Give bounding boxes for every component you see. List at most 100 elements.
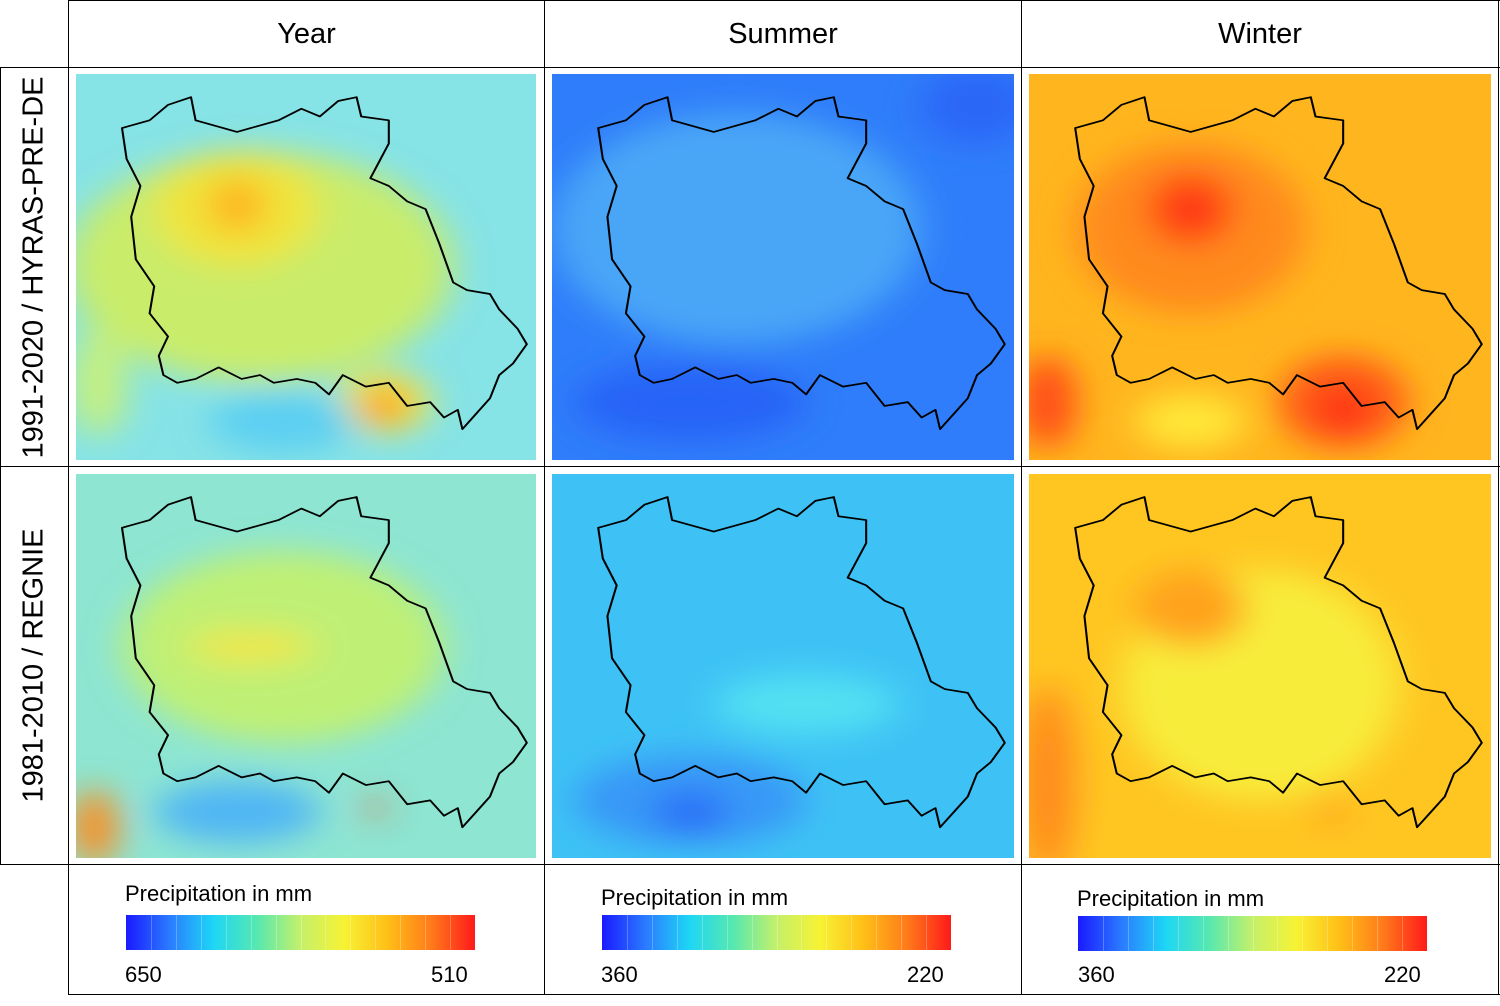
- berlin-boundary: [1074, 96, 1483, 430]
- precipitation-area: [575, 363, 807, 441]
- map-winter-1981-2010: [1029, 474, 1491, 858]
- colorbar-step: [1252, 916, 1254, 951]
- map-summer-1991-2020: [552, 74, 1014, 460]
- colorbar-step: [926, 915, 928, 950]
- colorbar-step: [275, 915, 277, 950]
- legend-min-label: 650: [125, 962, 162, 987]
- precipitation-area: [713, 673, 899, 736]
- colorbar-step: [751, 915, 753, 950]
- precipitation-area: [1135, 394, 1247, 449]
- colorbar-step: [801, 915, 803, 950]
- grid-maps-bottom-border: [0, 864, 1500, 865]
- colorbar-step: [776, 915, 778, 950]
- column-header-winter: Winter: [1218, 17, 1302, 50]
- colorbar-step: [1152, 916, 1154, 951]
- colorbar-step: [1177, 916, 1179, 951]
- colorbar-step: [375, 915, 377, 950]
- precipitation-area: [154, 781, 320, 843]
- colorbar-step: [1327, 916, 1329, 951]
- map-year-1991-2020: [76, 74, 536, 460]
- colorbar-step: [1127, 916, 1129, 951]
- precipitation-area: [552, 112, 922, 345]
- colorbar-step: [425, 915, 427, 950]
- grid-row-separator: [0, 466, 1500, 467]
- colorbar-step: [1227, 916, 1229, 951]
- colorbar: [1078, 916, 1427, 951]
- precipitation-map: [552, 474, 1014, 858]
- legend-max-label: 510: [431, 962, 468, 987]
- colorbar-step: [626, 915, 628, 950]
- colorbar-step: [175, 915, 177, 950]
- row-header-regnie: 1981-2010 / REGNIE: [0, 467, 68, 864]
- row-header-regnie-label: 1981-2010 / REGNIE: [17, 528, 50, 803]
- precipitation-map: [76, 74, 536, 460]
- berlin-boundary: [597, 496, 1006, 829]
- precipitation-area: [186, 631, 316, 663]
- colorbar-step: [225, 915, 227, 950]
- precipitation-area: [361, 386, 408, 426]
- precipitation-map: [76, 474, 536, 858]
- precipitation-area: [76, 328, 127, 437]
- berlin-boundary: [120, 496, 528, 829]
- legend-min-label: 360: [1078, 962, 1115, 987]
- legend-max-label: 220: [1384, 962, 1421, 987]
- berlin-boundary: [120, 96, 528, 430]
- colorbar-step: [325, 915, 327, 950]
- grid-bottom-border: [68, 994, 1500, 995]
- colorbar-step: [250, 915, 252, 950]
- precipitation-area: [1135, 570, 1247, 647]
- legend-max-label: 220: [907, 962, 944, 987]
- colorbar-step: [1352, 916, 1354, 951]
- colorbar-step: [350, 915, 352, 950]
- grid-col-separator-2: [1021, 0, 1022, 995]
- colorbar-step: [1402, 916, 1404, 951]
- berlin-boundary: [597, 96, 1006, 430]
- legend-title: Precipitation in mm: [1077, 886, 1265, 911]
- legend-winter: Precipitation in mm 360 220: [1022, 865, 1498, 994]
- colorbar-step: [826, 915, 828, 950]
- grid-col-separator-1: [544, 0, 545, 995]
- colorbar-step: [1277, 916, 1279, 951]
- berlin-boundary: [1074, 496, 1483, 829]
- legend-min-label: 360: [601, 962, 638, 987]
- precipitation-map: [1029, 474, 1491, 858]
- colorbar: [126, 915, 475, 950]
- precipitation-area: [1320, 390, 1367, 430]
- precipitation-area: [1029, 355, 1076, 449]
- colorbar-step: [651, 915, 653, 950]
- precipitation-area: [1320, 800, 1339, 816]
- grid-right-border: [1498, 0, 1499, 995]
- map-summer-1981-2010: [552, 474, 1014, 858]
- colorbar-step: [300, 915, 302, 950]
- legend-title: Precipitation in mm: [125, 881, 313, 906]
- colorbar-step: [200, 915, 202, 950]
- colorbar-step: [701, 915, 703, 950]
- precipitation-area: [365, 800, 385, 816]
- precipitation-area: [76, 788, 118, 858]
- precipitation-area: [653, 792, 728, 832]
- colorbar-step: [400, 915, 402, 950]
- colorbar: [602, 915, 951, 950]
- colorbar-step: [901, 915, 903, 950]
- legend-summer: Precipitation in mm 360 220: [545, 865, 1021, 994]
- grid-header-separator: [0, 67, 1500, 68]
- precipitation-map: [552, 74, 1014, 460]
- grid-top-border: [68, 0, 1500, 1]
- colorbar-step: [1377, 916, 1379, 951]
- colorbar-step: [1202, 916, 1204, 951]
- colorbar-step: [150, 915, 152, 950]
- precipitation-area: [1029, 685, 1076, 858]
- colorbar-step: [1302, 916, 1304, 951]
- row-header-hyras: 1991-2020 / HYRAS-PRE-DE: [0, 68, 68, 466]
- colorbar-step: [876, 915, 878, 950]
- row-header-hyras-label: 1991-2020 / HYRAS-PRE-DE: [17, 76, 50, 458]
- legend-year: Precipitation in mm 650 510: [69, 865, 544, 994]
- map-year-1981-2010: [76, 474, 536, 858]
- map-winter-1991-2020: [1029, 74, 1491, 460]
- grid-col-separator-0: [68, 0, 69, 995]
- colorbar-step: [851, 915, 853, 950]
- precipitation-area: [209, 390, 357, 453]
- legend-title: Precipitation in mm: [601, 885, 789, 910]
- precipitation-area: [921, 74, 1014, 144]
- colorbar-step: [676, 915, 678, 950]
